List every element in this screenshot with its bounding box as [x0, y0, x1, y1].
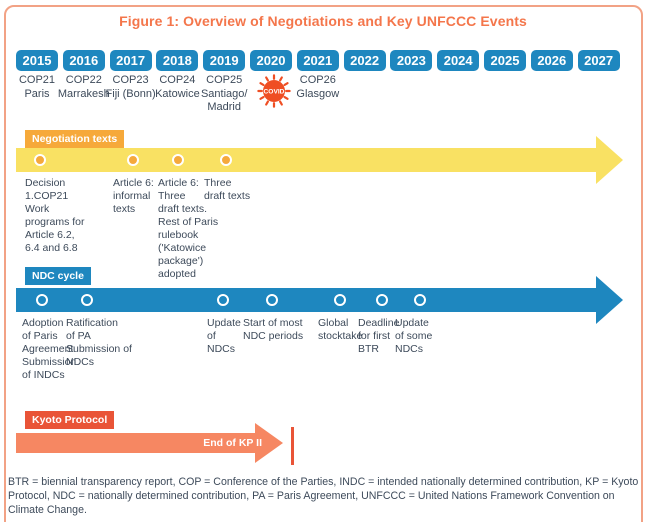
year-badge: 2024 — [437, 50, 480, 71]
year-badge: 2017 — [109, 50, 152, 71]
milestone-dot — [334, 294, 346, 306]
milestone-dot — [220, 154, 232, 166]
ndc-track-badge: NDC cycle — [25, 267, 91, 285]
covid-icon: COVID — [255, 72, 293, 110]
cop-label: COP23 Fiji (Bonn) — [105, 74, 156, 100]
year-badge: 2015 — [16, 50, 58, 71]
year-badge: 2016 — [62, 50, 105, 71]
cop-label: COP26 Glasgow — [296, 74, 340, 100]
cop-label: COP22 Marrakesh — [57, 74, 110, 100]
kyoto-arrow-head-icon — [255, 423, 283, 463]
milestone-label: Global stocktake — [318, 317, 363, 342]
kyoto-end-marker — [291, 427, 294, 465]
milestone-label: Decision 1.COP21 Work programs for Article 6… — [25, 177, 85, 254]
milestone-dot — [34, 154, 46, 166]
year-badge: 2027 — [577, 50, 620, 71]
milestone-dot — [266, 294, 278, 306]
negotiation-track-badge: Negotiation texts — [25, 130, 125, 148]
milestone-label: Start of most NDC periods — [243, 317, 304, 342]
milestone-dot — [36, 294, 48, 306]
cop-label: COP25 Santiago/Madrid — [200, 74, 248, 113]
milestone-label: Deadline for first BTR — [358, 317, 400, 355]
year-badge: 2022 — [343, 50, 386, 71]
milestone-dot — [414, 294, 426, 306]
milestone-label: Three draft texts — [204, 177, 251, 202]
year-badge: 2026 — [530, 50, 573, 71]
kyoto-track-badge: Kyoto Protocol — [25, 411, 115, 429]
figure-title: Figure 1: Overview of Negotiations and K… — [119, 13, 527, 29]
kyoto-end-label: End of KP II — [203, 437, 262, 449]
year-badge: 2021 — [296, 50, 339, 71]
year-badge: 2025 — [484, 50, 526, 71]
milestone-label: Ratification of PA Submission of NDCs — [66, 317, 132, 368]
milestone-dot — [217, 294, 229, 306]
ndc-arrow-head-icon — [596, 276, 623, 324]
negotiation-arrow-head-icon — [596, 136, 623, 184]
year-badge: 2019 — [203, 50, 246, 71]
year-badge: 2018 — [156, 50, 199, 71]
year-badge: 2020 — [250, 50, 292, 71]
svg-text:COVID: COVID — [264, 88, 285, 95]
milestone-dot — [172, 154, 184, 166]
footnote: BTR = biennial transparency report, COP … — [8, 476, 639, 516]
milestone-label: Update of NDCs — [207, 317, 241, 355]
milestone-dot — [127, 154, 139, 166]
milestone-dot — [81, 294, 93, 306]
milestone-label: Update of some NDCs — [395, 317, 433, 355]
negotiation-arrow — [16, 148, 596, 172]
year-badge: 2023 — [390, 50, 433, 71]
cop-label: COP21 Paris — [18, 74, 56, 100]
kyoto-arrow — [16, 433, 255, 453]
milestone-label: Article 6: informal texts — [113, 177, 154, 215]
milestone-label: Article 6: Three draft texts. Rest of Paris… — [158, 177, 219, 280]
milestone-label: Adoption of Paris Agreement Submission of IN… — [22, 317, 77, 381]
milestone-dot — [376, 294, 388, 306]
cop-label: COP24 Katowice — [155, 74, 200, 100]
ndc-arrow — [16, 288, 596, 312]
